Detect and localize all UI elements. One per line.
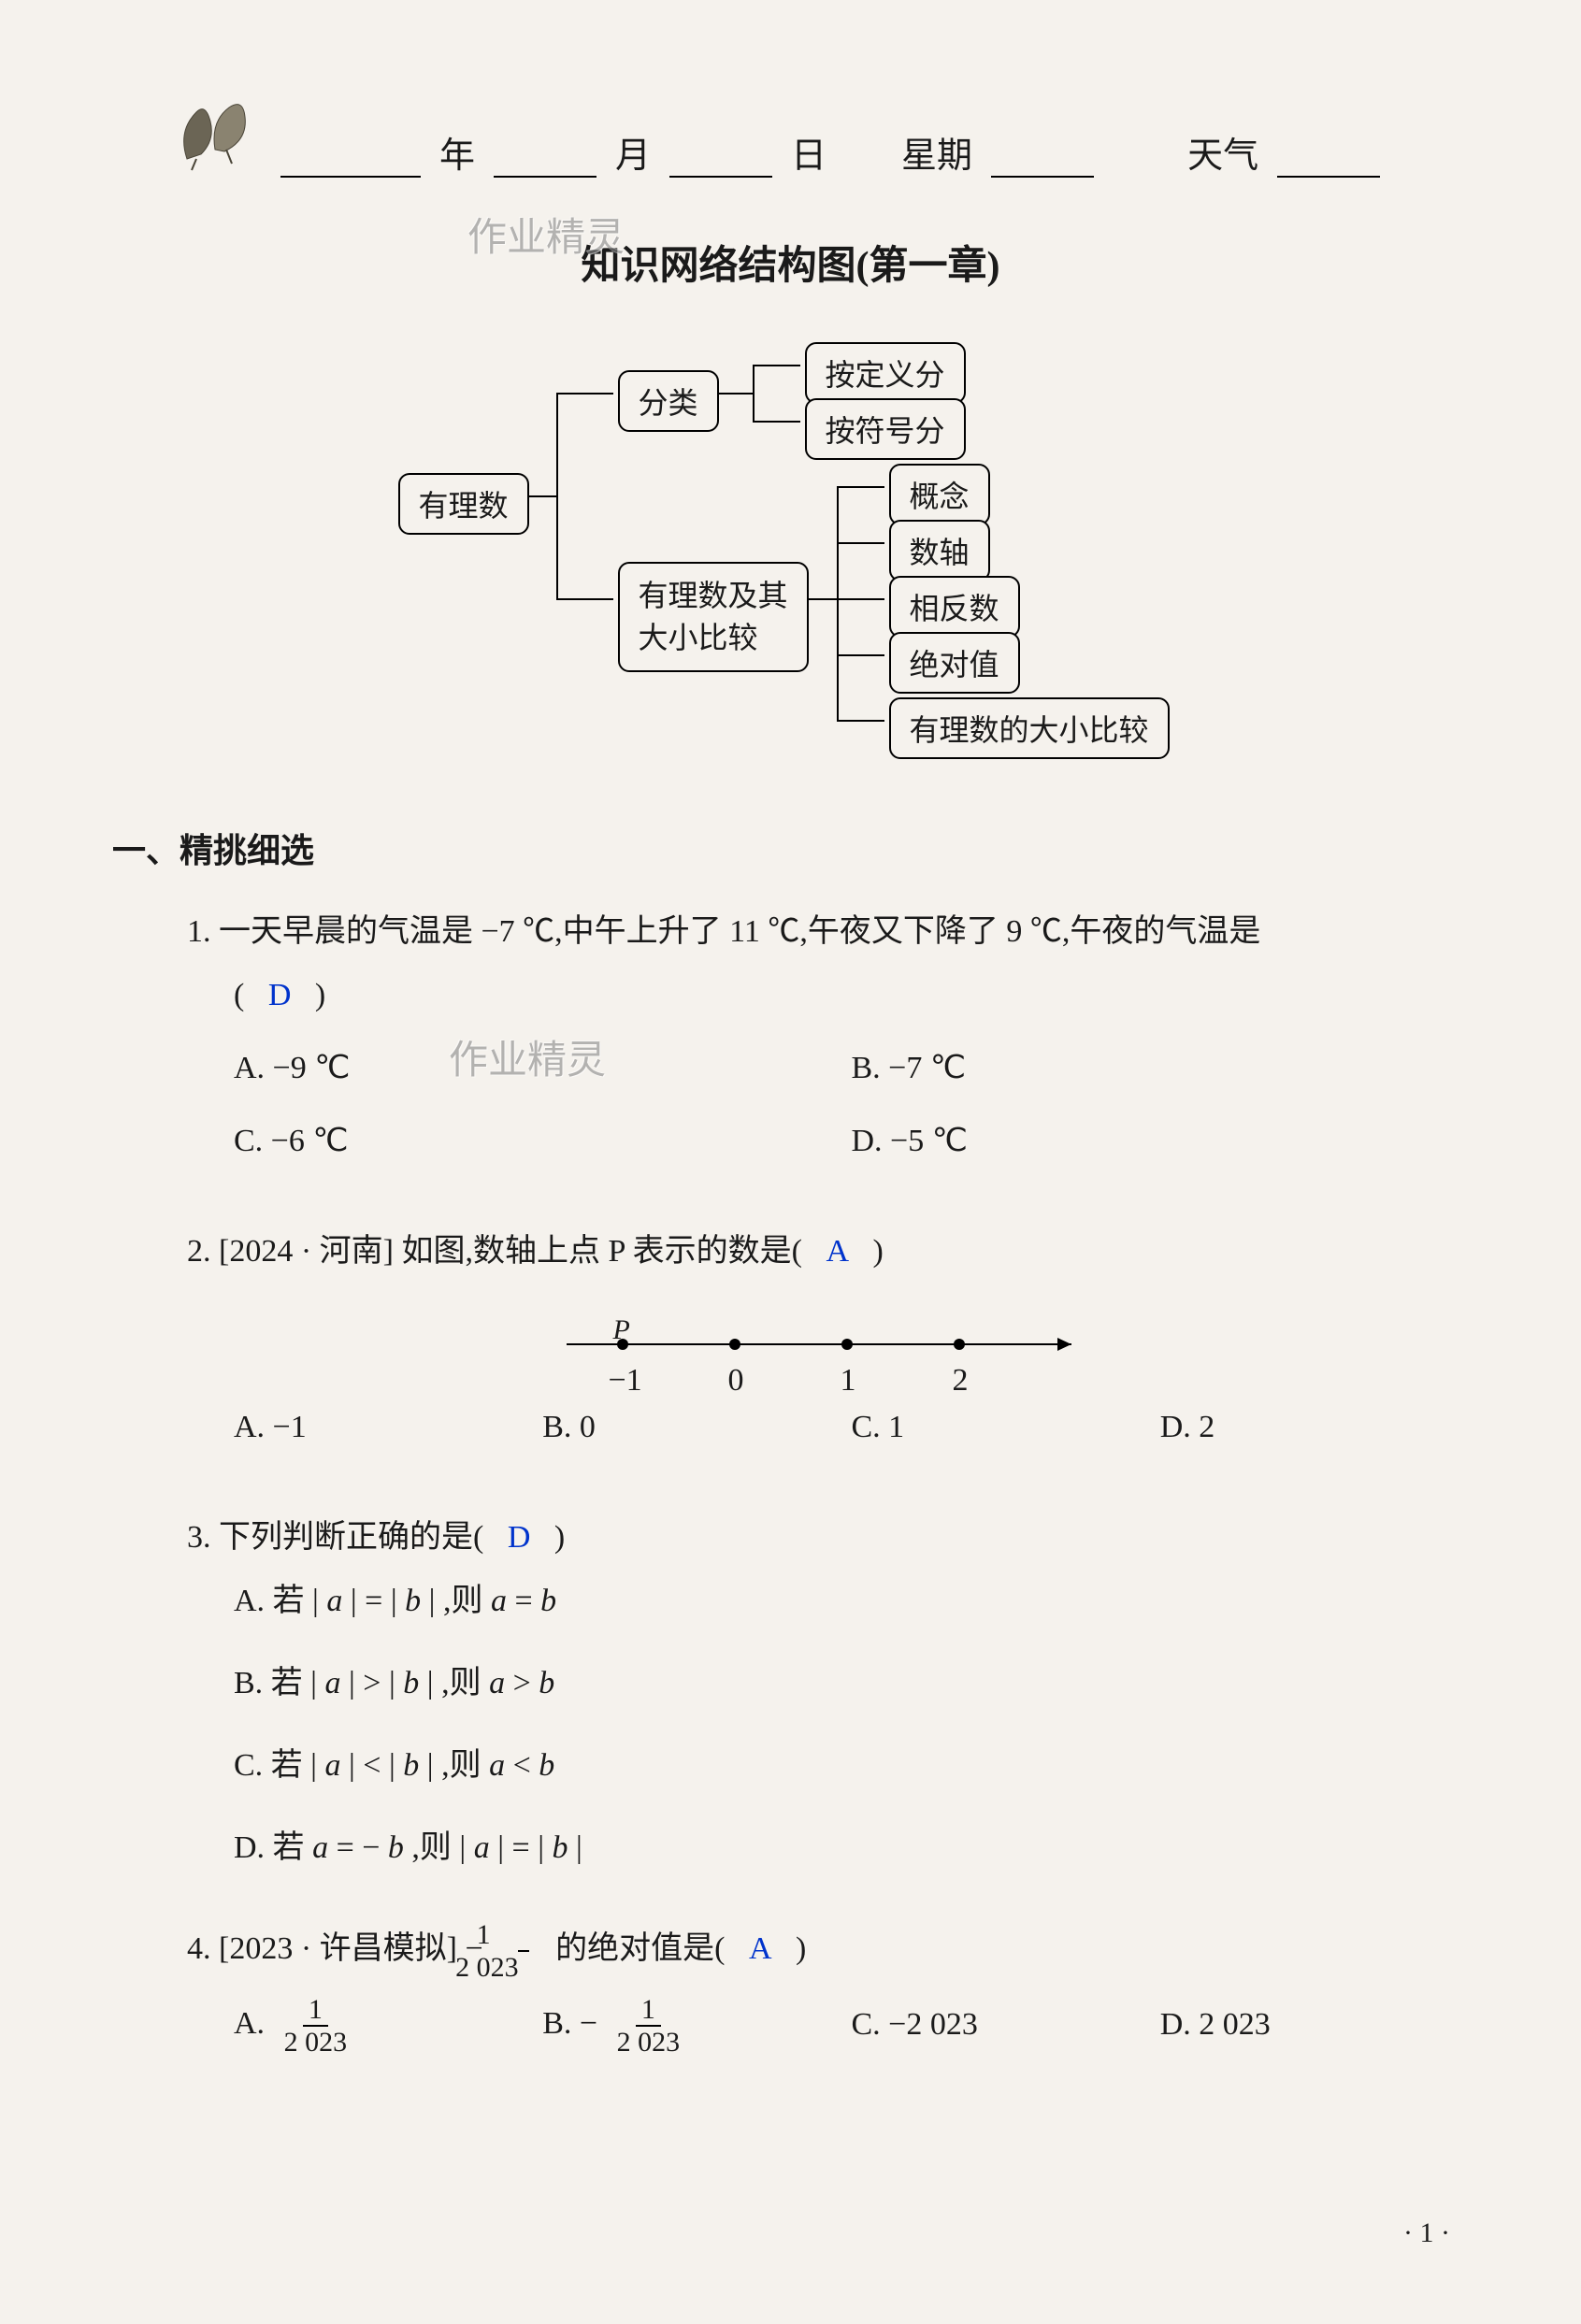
page-title: 知识网络结构图(第一章) [112,234,1469,291]
node-b2: 有理数及其大小比较 [618,562,809,672]
numline-tick-3: 2 [953,1349,969,1413]
node-l2: 按符号分 [805,398,966,460]
leaf-icon [168,93,262,178]
q2-opt-d: D. 2 [1160,1396,1469,1459]
node-l1: 按定义分 [805,342,966,404]
q1-opt-b: B. −7 ℃ [852,1037,1470,1100]
q2-opt-b: B. 0 [542,1396,851,1459]
watermark: 作业精灵 [467,206,625,263]
question-1: 1. 一天早晨的气温是 −7 ℃,中午上升了 11 ℃,午夜又下降了 9 ℃,午… [187,900,1469,1183]
month-blank[interactable] [494,140,596,178]
node-b1: 分类 [618,370,719,432]
question-4: 4. [2023 · 许昌模拟] − 12 023的绝对值是( A ) A. 1… [187,1917,1469,2067]
date-header: 年 月 日 星期 天气 [168,93,1469,178]
q2-paren-r: ) [873,1234,884,1269]
q4-opt-b: B. − 12 023 [542,1992,851,2058]
q4-after: 的绝对值是( [555,1931,725,1966]
node-l5: 相反数 [889,576,1020,638]
number-line: P −1 0 1 2 [548,1302,1109,1377]
q1-opt-d: D. −5 ℃ [852,1110,1470,1173]
numline-tick-1: 0 [728,1349,744,1413]
q4-opt-a: A. 12 023 [234,1992,542,2058]
q3-answer: D [508,1520,531,1555]
section-heading: 一、精挑细选 [112,824,1469,872]
q4-opt-d: D. 2 023 [1160,1993,1469,2057]
q2-opt-c: C. 1 [852,1396,1160,1459]
q4-num: 4. [187,1931,211,1966]
weekday-label: 星期 [901,126,972,178]
q1-paren-l: ( [234,978,244,1012]
q3-opt-c: C. 若 | a | < | b | ,则 a < b [234,1734,1469,1798]
q2-answer: A [826,1234,849,1269]
node-l4: 数轴 [889,520,990,581]
day-blank[interactable] [669,140,772,178]
weather-blank[interactable] [1277,140,1380,178]
q1-num: 1. [187,914,211,949]
q2-prefix: [2024 · 河南] [219,1234,394,1269]
node-l6: 绝对值 [889,632,1020,694]
q2-num: 2. [187,1234,211,1269]
q1-opt-c: C. −6 ℃ [234,1110,852,1173]
numline-tick-0: −1 [609,1349,642,1413]
q2-text: 如图,数轴上点 P 表示的数是( [401,1234,801,1269]
question-3: 3. 下列判断正确的是( D ) A. 若 | a | = | b | ,则 a… [187,1506,1469,1880]
q3-paren-r: ) [554,1520,565,1555]
weather-label: 天气 [1187,126,1258,178]
year-blank[interactable] [280,140,421,178]
q1-answer: D [268,978,292,1012]
month-label: 月 [615,126,651,178]
page-number: · 1 · [1403,2217,1450,2249]
q4-prefix: [2023 · 许昌模拟] [219,1931,457,1966]
q1-paren-r: ) [315,978,325,1012]
year-label: 年 [439,126,475,178]
node-l7: 有理数的大小比较 [889,697,1170,759]
q3-num: 3. [187,1520,211,1555]
question-2: 2. [2024 · 河南] 如图,数轴上点 P 表示的数是( A ) P −1… [187,1220,1469,1469]
q3-opt-b: B. 若 | a | > | b | ,则 a > b [234,1652,1469,1715]
watermark-2: 作业精灵 [449,1028,606,1085]
q3-opt-a: A. 若 | a | = | b | ,则 a = b [234,1570,1469,1633]
q4-frac: 12 023 [496,1919,550,1983]
knowledge-diagram: 有理数 分类 有理数及其大小比较 按定义分 按符号分 概念 数轴 相反数 绝对值… [112,328,1469,767]
q4-opt-c: C. −2 023 [852,1993,1160,2057]
q2-opt-a: A. −1 [234,1396,542,1459]
day-label: 日 [791,126,826,178]
q4-answer: A [749,1931,772,1966]
weekday-blank[interactable] [991,140,1094,178]
q3-opt-d: D. 若 a = − b ,则 | a | = | b | [234,1816,1469,1880]
q3-text: 下列判断正确的是( [219,1520,483,1555]
q1-text: 一天早晨的气温是 −7 ℃,中午上升了 11 ℃,午夜又下降了 9 ℃,午夜的气… [219,914,1260,949]
node-root: 有理数 [398,473,529,535]
q4-paren-r: ) [796,1931,806,1966]
numline-tick-2: 1 [841,1349,856,1413]
node-l3: 概念 [889,464,990,525]
